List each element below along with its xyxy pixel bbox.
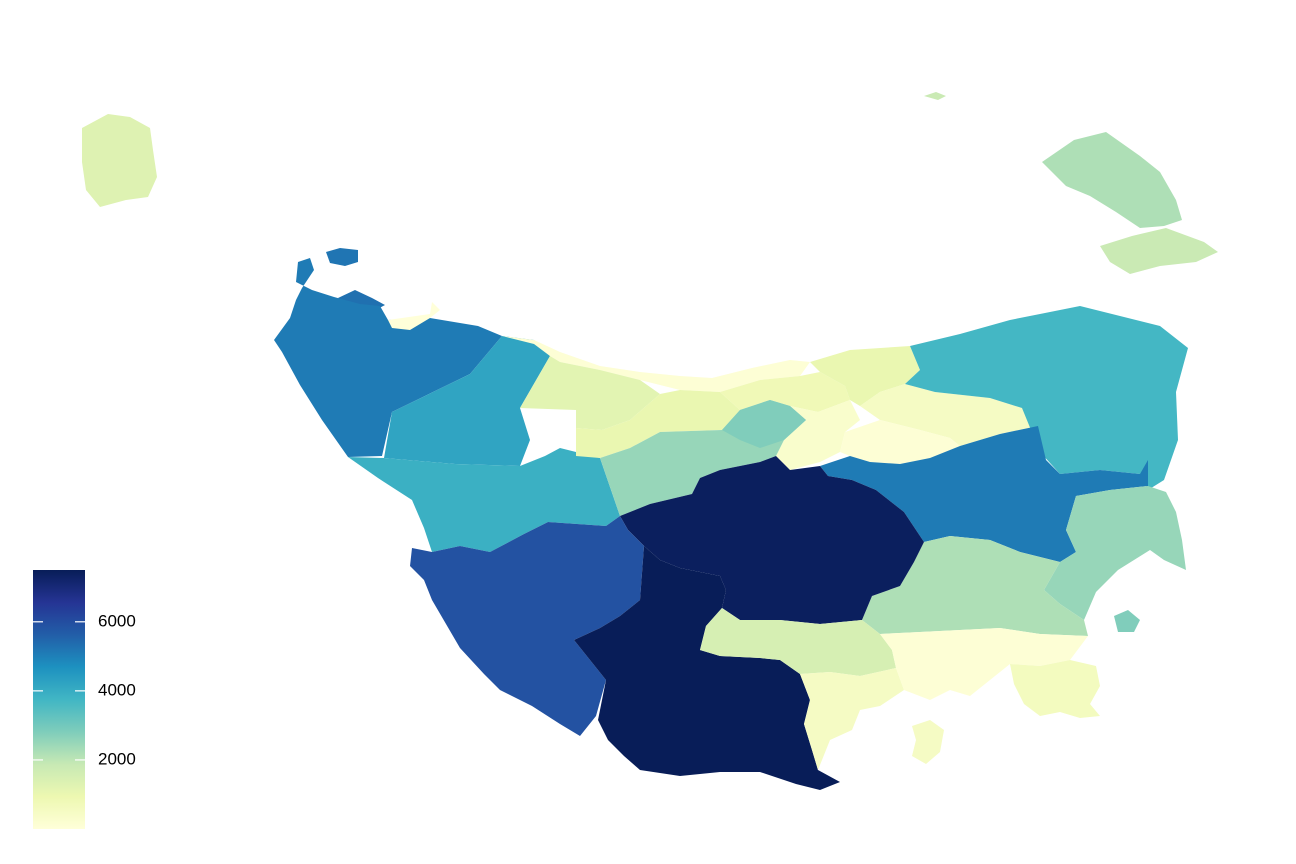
region-tasman[interactable]: [1010, 660, 1100, 718]
region-north-central-c[interactable]: [720, 372, 850, 412]
region-derwent-valley[interactable]: [700, 608, 896, 676]
region-launceston[interactable]: [840, 420, 960, 464]
region-northeast-coast-west[interactable]: [810, 346, 920, 406]
region-far-northwest[interactable]: [274, 258, 502, 457]
region-north-central-west[interactable]: [384, 336, 550, 466]
region-north-central-b[interactable]: [576, 390, 740, 458]
legend-colorbar: [33, 570, 85, 829]
region-smithton-coast[interactable]: [388, 302, 440, 330]
region-tamar-west[interactable]: [776, 400, 860, 470]
map-regions: [82, 92, 1218, 790]
region-north-coast-strip[interactable]: [502, 336, 810, 392]
region-king-island[interactable]: [82, 114, 157, 207]
region-tamar-east[interactable]: [860, 384, 1038, 446]
region-east-coast[interactable]: [1044, 486, 1186, 620]
region-hunter-island[interactable]: [326, 248, 358, 266]
region-cape-barren-island[interactable]: [1100, 228, 1218, 274]
region-west-coast-south[interactable]: [410, 516, 644, 736]
region-maria-island[interactable]: [1114, 610, 1140, 632]
legend-tick-label: 4000: [98, 680, 136, 699]
region-west-coast-north[interactable]: [348, 448, 620, 552]
region-southwest[interactable]: [574, 546, 840, 790]
legend-ticks: 2000 4000 6000: [33, 611, 136, 768]
region-hobart-area[interactable]: [880, 628, 1088, 700]
color-legend: 2000 4000 6000: [33, 570, 136, 829]
region-huon-valley[interactable]: [800, 668, 904, 770]
region-northern-midlands[interactable]: [820, 426, 1148, 562]
region-central-north-b[interactable]: [722, 400, 806, 448]
region-bruny-island[interactable]: [912, 720, 944, 764]
legend-tick-label: 2000: [98, 749, 136, 768]
region-southern-midlands[interactable]: [862, 536, 1088, 636]
region-northeast[interactable]: [905, 306, 1188, 490]
region-central-highlands[interactable]: [620, 456, 924, 624]
region-small-islet: [924, 92, 946, 100]
region-flinders-island[interactable]: [1042, 132, 1182, 228]
region-north-central-a[interactable]: [520, 356, 660, 430]
legend-tick-label: 6000: [98, 611, 136, 630]
